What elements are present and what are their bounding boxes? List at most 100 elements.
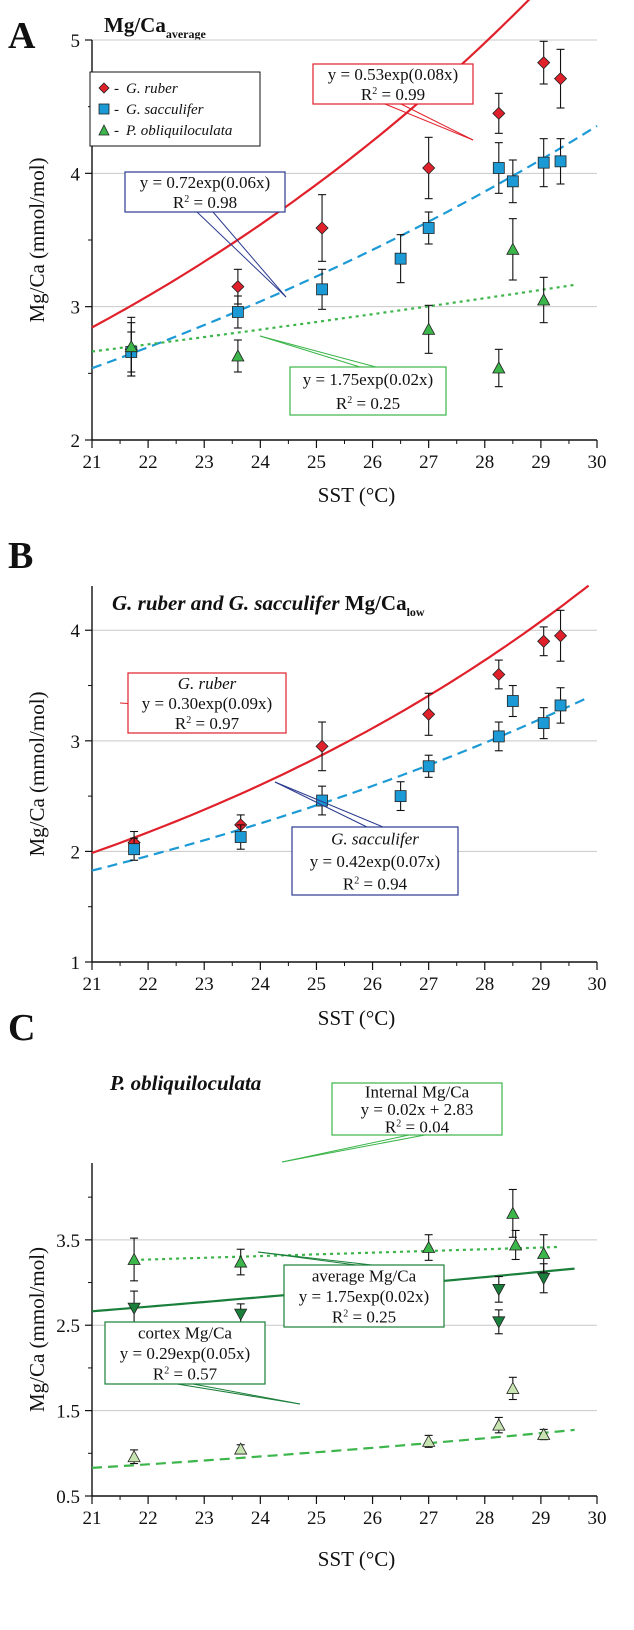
equation-box: y = 1.75exp(0.02x) R2 = 0.25 <box>259 335 447 416</box>
equation-line: y = 1.75exp(0.02x) <box>299 1287 429 1306</box>
data-point <box>422 161 436 175</box>
data-point <box>421 322 436 335</box>
y-axis-title: Mg/Ca (mmol/mol) <box>25 157 49 322</box>
x-tick-label: 28 <box>475 1508 494 1529</box>
data-point <box>234 1442 248 1455</box>
data-point <box>231 306 244 318</box>
equation-frame <box>331 1082 503 1136</box>
pointer-line <box>281 1134 426 1163</box>
equation-line: y = 0.29exp(0.05x) <box>120 1344 250 1363</box>
x-tick-label: 29 <box>531 974 550 995</box>
data-point <box>234 1308 248 1321</box>
y-tick-label: 5 <box>71 31 81 52</box>
x-tick-label: 21 <box>83 1508 102 1529</box>
x-tick-label: 26 <box>363 974 382 995</box>
panel-letter: C <box>8 1007 35 1049</box>
equation-line: cortex Mg/Ca <box>138 1323 232 1342</box>
data-point <box>316 283 328 296</box>
data-point <box>492 106 506 120</box>
x-axis-title: SST (°C) <box>318 483 395 507</box>
data-point <box>394 790 407 803</box>
data-point <box>553 629 568 643</box>
data-point <box>422 707 436 721</box>
equation-box: G. sacculifer y = 0.42exp(0.07x) R2 = 0.94 <box>274 781 459 896</box>
equation-frame <box>289 366 447 416</box>
data-point <box>506 242 520 255</box>
data-point <box>492 730 505 743</box>
fit-line <box>91 0 531 329</box>
panel-title: G. ruber and G. sacculifer Mg/Calow <box>112 591 425 619</box>
y-tick-label: 4 <box>71 621 81 642</box>
legend-marker <box>98 124 110 136</box>
data-point <box>506 695 519 707</box>
x-tick-label: 27 <box>419 1508 438 1529</box>
equation-frame <box>312 63 474 105</box>
x-tick-label: 24 <box>251 974 271 995</box>
pointer-line <box>259 335 361 368</box>
x-tick-label: 29 <box>531 1508 550 1529</box>
y-tick-label: 3 <box>71 732 81 753</box>
data-point <box>506 1381 520 1394</box>
x-tick-label: 28 <box>475 974 494 995</box>
equation-frame <box>124 171 286 213</box>
equation-line: Internal Mg/Ca <box>365 1083 470 1102</box>
equation-frame <box>291 826 459 896</box>
x-tick-label: 26 <box>363 452 382 473</box>
fit-line <box>91 283 575 353</box>
equation-line: G. ruber <box>178 674 237 693</box>
legend-label: G. ruber <box>126 81 178 97</box>
legend-marker <box>98 103 110 115</box>
panel-title: Mg/Caaverage <box>104 13 206 41</box>
equation-box: y = 0.53exp(0.08x)R2 = 0.99 <box>312 63 474 141</box>
x-tick-label: 25 <box>307 452 326 473</box>
x-tick-label: 28 <box>475 452 494 473</box>
equation-line: y = 0.02x + 2.83 <box>361 1100 474 1119</box>
data-point <box>394 252 407 265</box>
data-point <box>127 1252 141 1265</box>
data-point <box>421 1240 436 1253</box>
data-point <box>231 280 245 294</box>
x-tick-label: 30 <box>588 1508 607 1529</box>
pointer-line <box>400 103 474 141</box>
equation-box: y = 0.72exp(0.06x)R2 = 0.98 <box>124 171 287 298</box>
x-tick-label: 23 <box>195 974 214 995</box>
data-point <box>537 634 551 648</box>
pointer-line <box>257 1251 373 1266</box>
y-tick-label: 0.5 <box>56 1487 80 1508</box>
equation-frame <box>104 1321 266 1385</box>
data-point <box>127 1449 141 1463</box>
x-tick-label: 27 <box>419 452 438 473</box>
y-tick-label: 1 <box>71 953 81 974</box>
equation-line: R2 = 0.25 <box>332 1308 396 1327</box>
x-tick-label: 29 <box>531 452 550 473</box>
pointer-line <box>274 781 384 828</box>
fit-line <box>91 584 590 855</box>
x-axis-title: SST (°C) <box>318 1547 395 1571</box>
x-tick-label: 22 <box>139 974 158 995</box>
pointer-line <box>384 103 474 141</box>
equation-line: R2 = 0.25 <box>336 394 400 413</box>
legend: - G. ruber- G. sacculifer- P. obliquiloc… <box>89 71 261 147</box>
y-tick-label: 1.5 <box>56 1402 80 1423</box>
legend-label: G. sacculifer <box>126 102 204 118</box>
x-tick-label: 24 <box>251 452 271 473</box>
data-point <box>234 831 247 843</box>
data-point <box>537 717 550 730</box>
equation-line: R2 = 0.98 <box>173 193 237 212</box>
legend-dash: - <box>114 102 119 118</box>
x-tick-label: 25 <box>307 1508 326 1529</box>
data-point <box>506 1206 520 1219</box>
y-axis-title: Mg/Ca (mmol/mol) <box>25 691 49 856</box>
data-point <box>124 339 138 353</box>
pointer-line <box>192 1383 301 1405</box>
data-point <box>537 156 550 169</box>
data-point <box>537 1272 551 1286</box>
y-tick-label: 2.5 <box>56 1316 80 1337</box>
data-point <box>508 1238 523 1251</box>
legend-label: P. obliquiloculata <box>125 123 232 139</box>
data-point <box>421 1434 436 1447</box>
equation-line: y = 0.53exp(0.08x) <box>328 65 458 84</box>
equation-box: cortex Mg/Ca y = 0.29exp(0.05x) R2 = 0.57 <box>104 1321 301 1405</box>
